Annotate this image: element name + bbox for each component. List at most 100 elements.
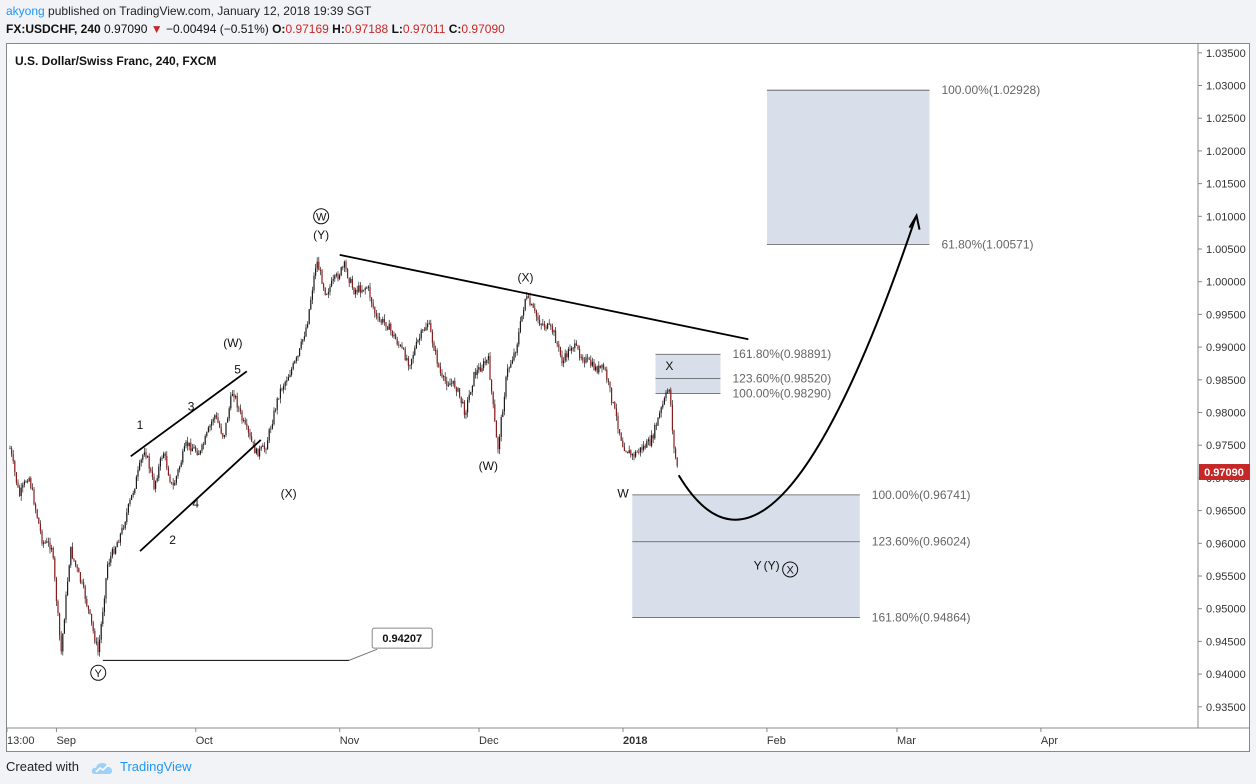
candle-body bbox=[342, 267, 344, 268]
candle-body bbox=[519, 321, 521, 333]
candle-body bbox=[190, 442, 192, 452]
y-tick-label: 1.01000 bbox=[1206, 211, 1246, 223]
candle-body bbox=[457, 388, 459, 392]
candle-body bbox=[505, 376, 507, 397]
candle-body bbox=[105, 578, 107, 599]
price-chart[interactable]: 1.03500 1.03000 1.02500 1.02000 1.01500 1.010… bbox=[6, 43, 1250, 752]
candle-body bbox=[12, 454, 14, 462]
fib-level-label: 123.60%(0.96024) bbox=[872, 535, 971, 549]
wave-label: 1 bbox=[137, 418, 144, 432]
candle-body bbox=[343, 261, 345, 268]
candle-body bbox=[508, 367, 510, 369]
candle-body bbox=[510, 363, 512, 368]
candle-body bbox=[193, 447, 195, 449]
candle-body bbox=[351, 278, 353, 288]
candle-body bbox=[503, 396, 505, 412]
candle-body bbox=[327, 292, 329, 295]
candle-body bbox=[41, 531, 43, 544]
candle-body bbox=[278, 398, 280, 400]
candle-body bbox=[395, 334, 397, 340]
candle-body bbox=[119, 533, 121, 543]
candle-body bbox=[83, 582, 85, 587]
candle-body bbox=[340, 267, 342, 276]
candle-body bbox=[163, 453, 165, 459]
candle-body bbox=[332, 278, 334, 281]
candle-body bbox=[28, 478, 30, 482]
candle-body bbox=[563, 360, 565, 364]
candle-body bbox=[116, 542, 118, 548]
candle-body bbox=[142, 454, 144, 460]
candle-body bbox=[345, 261, 347, 270]
candle-body bbox=[676, 457, 678, 467]
low-label: L: bbox=[391, 22, 403, 36]
candle-body bbox=[571, 347, 573, 351]
candle-body bbox=[265, 448, 267, 450]
candle-body bbox=[279, 388, 281, 399]
candle-body bbox=[491, 379, 493, 392]
candle-body bbox=[545, 326, 547, 329]
wave-label: (Y) bbox=[764, 558, 780, 572]
candle-body bbox=[561, 355, 563, 364]
candle-body bbox=[110, 556, 112, 563]
author-link[interactable]: akyong bbox=[6, 4, 45, 18]
candle-body bbox=[507, 368, 509, 377]
candle-body bbox=[636, 451, 638, 453]
candle-body bbox=[291, 369, 293, 375]
candle-body bbox=[454, 380, 456, 388]
tradingview-cloud-icon bbox=[91, 762, 112, 774]
candle-body bbox=[326, 294, 328, 295]
candle-body bbox=[55, 578, 57, 602]
candle-body bbox=[542, 323, 544, 325]
candle-body bbox=[219, 422, 221, 428]
y-tick-label: 0.99500 bbox=[1206, 309, 1246, 321]
candle-body bbox=[100, 623, 102, 640]
wave-label: (W) bbox=[223, 336, 242, 350]
candle-body bbox=[254, 442, 256, 454]
wave-circled-label: W bbox=[316, 211, 327, 223]
candle-body bbox=[646, 441, 648, 448]
fib-zone bbox=[632, 494, 860, 618]
candle-body bbox=[558, 344, 560, 348]
x-tick-label: Sep bbox=[56, 735, 76, 747]
tradingview-link[interactable]: TradingView bbox=[120, 759, 192, 774]
candle-body bbox=[47, 541, 49, 543]
candle-body bbox=[371, 297, 373, 304]
candle-body bbox=[191, 448, 193, 452]
candle-body bbox=[33, 489, 35, 505]
candle-body bbox=[206, 432, 208, 437]
candle-body bbox=[65, 594, 67, 620]
candle-body bbox=[404, 348, 406, 360]
candle-body bbox=[177, 469, 179, 477]
candle-body bbox=[353, 287, 355, 294]
callout-label: 0.94207 bbox=[382, 633, 422, 645]
x-tick-label: Mar bbox=[897, 735, 916, 747]
candle-body bbox=[22, 484, 24, 488]
candle-body bbox=[537, 316, 539, 320]
candle-body bbox=[283, 386, 285, 390]
trendline-resistance bbox=[339, 254, 749, 341]
candle-body bbox=[217, 417, 219, 423]
candle-body bbox=[502, 411, 504, 418]
fib-zone bbox=[766, 90, 930, 245]
candle-body bbox=[38, 517, 40, 524]
candle-body bbox=[275, 409, 277, 411]
candle-body bbox=[131, 494, 133, 500]
candle-body bbox=[220, 427, 222, 434]
candle-body bbox=[99, 639, 101, 653]
candle-body bbox=[31, 487, 33, 490]
candle-body bbox=[564, 353, 566, 361]
candle-body bbox=[281, 388, 283, 390]
candle-body bbox=[651, 435, 653, 446]
candle-body bbox=[487, 356, 489, 360]
candle-body bbox=[331, 280, 333, 287]
y-tick-label: 0.99000 bbox=[1206, 342, 1246, 354]
candle-body bbox=[263, 445, 265, 449]
candle-body bbox=[111, 548, 113, 557]
y-tick-label: 0.95000 bbox=[1206, 604, 1246, 616]
candle-body bbox=[347, 269, 349, 278]
candle-body bbox=[511, 360, 513, 364]
candle-body bbox=[611, 387, 613, 403]
candle-body bbox=[423, 329, 425, 331]
candle-body bbox=[78, 568, 80, 573]
candle-body bbox=[302, 339, 304, 342]
